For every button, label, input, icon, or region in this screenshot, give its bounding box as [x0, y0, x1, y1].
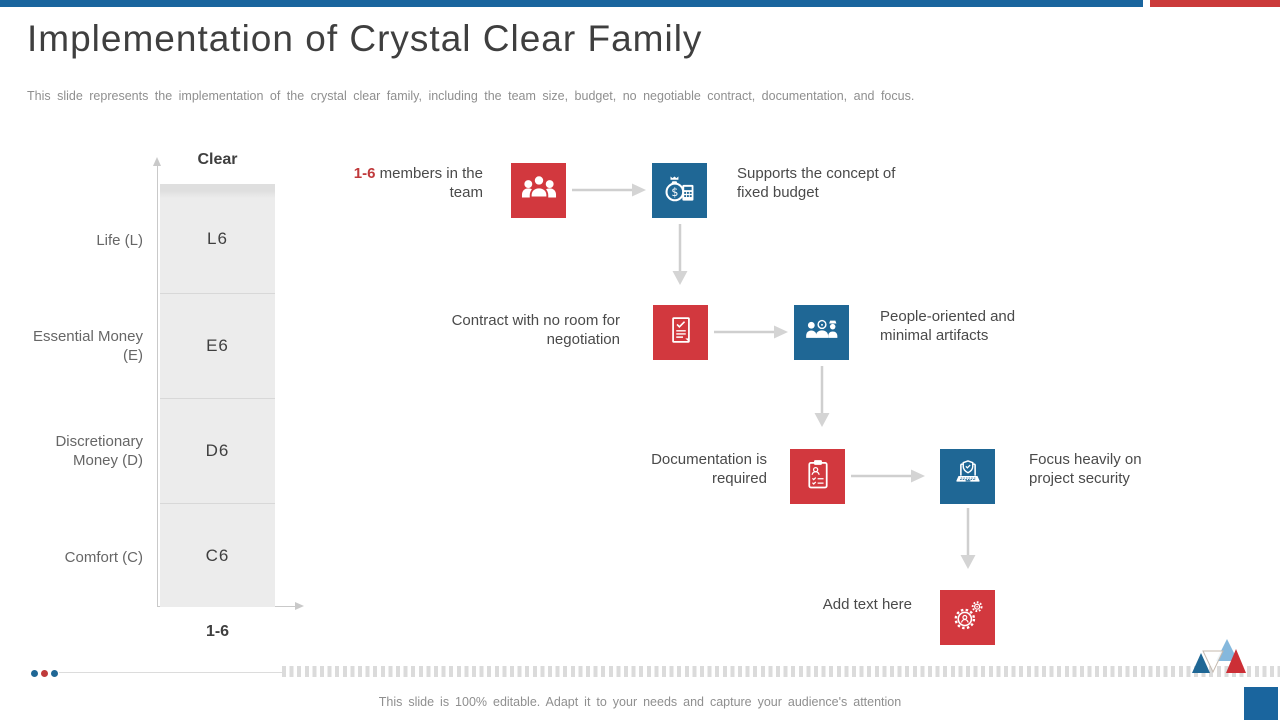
footer-dot-red [41, 670, 48, 677]
flow-node-budget: $ [652, 163, 707, 218]
y-axis-arrowhead [153, 157, 161, 166]
arrow-down-3 [959, 508, 977, 574]
flow-node-contract [653, 305, 708, 360]
project-security-icon [949, 455, 987, 498]
slide-subtitle: This slide represents the implementation… [27, 89, 915, 103]
logo-triangle-darkblue [1192, 653, 1210, 673]
flow-node-team [511, 163, 566, 218]
svg-text:$: $ [671, 186, 678, 199]
settings-gear-icon [949, 596, 987, 639]
y-axis-line [157, 166, 158, 607]
logo-triangle-outline [1202, 650, 1224, 674]
page-title: Implementation of Crystal Clear Family [27, 18, 703, 59]
fixed-budget-icon: $ [661, 169, 699, 212]
corner-accent-square [1244, 687, 1278, 720]
segment-C6: C6 [160, 503, 275, 607]
flow-left-text-1-rest: members in the team [375, 165, 483, 201]
stacked-column: L6 E6 D6 C6 [160, 184, 275, 607]
flow-right-text-1: Supports the concept of fixed budget [737, 165, 896, 201]
footer-tick-ribbon [282, 666, 1280, 677]
brand-logo [1190, 637, 1254, 680]
flow-node-people [794, 305, 849, 360]
flow-right-text-2: People-oriented and minimal artifacts [880, 308, 1016, 344]
team-members-icon [520, 169, 558, 212]
segment-D6: D6 [160, 398, 275, 503]
flow-node-security [940, 449, 995, 504]
footer-dot-blue-2 [51, 670, 58, 677]
team-size-value: 1-6 [353, 165, 376, 182]
top-accent-bar-blue [0, 0, 1143, 7]
arrow-right-2 [714, 324, 788, 345]
logo-triangle-lightblue [1216, 639, 1238, 661]
arrow-right-1 [572, 182, 646, 203]
contract-icon [662, 311, 700, 354]
category-label-essential-money: Essential Money (E) [32, 328, 143, 364]
footer-note: This slide is 100% editable. Adapt it to… [378, 695, 902, 709]
logo-triangle-red [1226, 649, 1246, 673]
segment-L6: L6 [160, 184, 275, 293]
flow-node-settings [940, 590, 995, 645]
category-label-discretionary-money: Discretionary Money (D) [55, 433, 143, 469]
flow-left-text-3: Documentation is required [651, 451, 767, 487]
flow-left-text-1: 1-6 members in the team [330, 164, 483, 202]
category-label-comfort: Comfort (C) [64, 549, 143, 566]
top-accent-bar-red [1150, 0, 1280, 7]
flow-left-text-4: Add text here [822, 596, 912, 613]
x-axis-arrowhead [295, 602, 304, 610]
footer-divider-line [59, 672, 282, 673]
segment-E6: E6 [160, 293, 275, 398]
flow-left-text-2: Contract with no room for negotiation [451, 312, 620, 348]
footer-dot-blue-1 [31, 670, 38, 677]
flow-node-documentation [790, 449, 845, 504]
documentation-icon [799, 455, 837, 498]
x-axis-bottom-label: 1-6 [205, 623, 230, 640]
flow-right-text-3: Focus heavily on project security [1029, 451, 1142, 487]
arrow-down-2 [813, 366, 831, 432]
arrow-right-3 [851, 468, 925, 489]
category-label-life: Life (L) [96, 232, 143, 249]
arrow-down-1 [671, 224, 689, 290]
people-oriented-icon [803, 311, 841, 354]
y-axis-top-label: Clear [197, 151, 238, 168]
